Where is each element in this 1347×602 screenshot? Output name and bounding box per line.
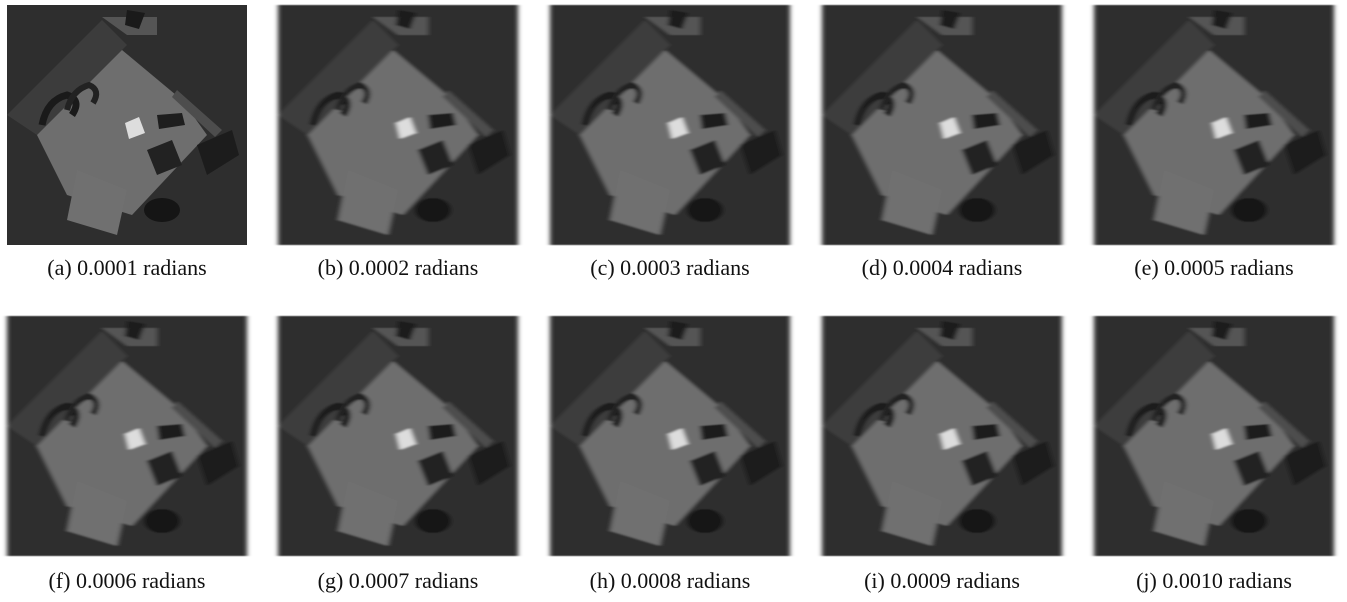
- panel-caption: (h) 0.0008 radians: [590, 568, 751, 593]
- image-panel: [7, 5, 247, 245]
- panel-caption: (d) 0.0004 radians: [862, 255, 1023, 280]
- sar-image-content: [7, 316, 247, 556]
- image-panel: [1094, 316, 1334, 556]
- sar-image-content: [7, 5, 247, 245]
- sar-image: [822, 316, 1062, 556]
- image-panel: [1094, 5, 1334, 245]
- sar-image: [550, 5, 790, 245]
- sar-image-content: [822, 5, 1062, 245]
- sar-image-content: [550, 316, 790, 556]
- sar-image-content: [1094, 5, 1334, 245]
- panel-caption: (f) 0.0006 radians: [48, 568, 205, 593]
- panel-caption: (g) 0.0007 radians: [318, 568, 479, 593]
- sar-image: [1094, 5, 1334, 245]
- image-panel: [7, 316, 247, 556]
- panel-caption: (j) 0.0010 radians: [1136, 568, 1292, 593]
- sar-image-content: [1094, 316, 1334, 556]
- figure-canvas: (a) 0.0001 radians (b) 0.0002 radians (c) …: [0, 0, 1347, 602]
- sar-image: [7, 316, 247, 556]
- sar-image: [278, 316, 518, 556]
- image-panel: [550, 5, 790, 245]
- sar-image: [278, 5, 518, 245]
- sar-image-content: [550, 5, 790, 245]
- sar-image-content: [822, 316, 1062, 556]
- panel-caption: (b) 0.0002 radians: [318, 255, 479, 280]
- sar-image: [550, 316, 790, 556]
- panel-caption: (i) 0.0009 radians: [864, 568, 1020, 593]
- panel-caption: (e) 0.0005 radians: [1134, 255, 1293, 280]
- image-panel: [822, 316, 1062, 556]
- panel-caption: (c) 0.0003 radians: [590, 255, 749, 280]
- image-panel: [550, 316, 790, 556]
- panel-caption: (a) 0.0001 radians: [47, 255, 206, 280]
- image-panel: [278, 316, 518, 556]
- sar-image: [7, 5, 247, 245]
- sar-image: [822, 5, 1062, 245]
- sar-image: [1094, 316, 1334, 556]
- sar-image-content: [278, 316, 518, 556]
- figure: (a) 0.0001 radians (b) 0.0002 radians (c) …: [0, 0, 1347, 602]
- image-panel: [278, 5, 518, 245]
- image-panel: [822, 5, 1062, 245]
- sar-image-content: [278, 5, 518, 245]
